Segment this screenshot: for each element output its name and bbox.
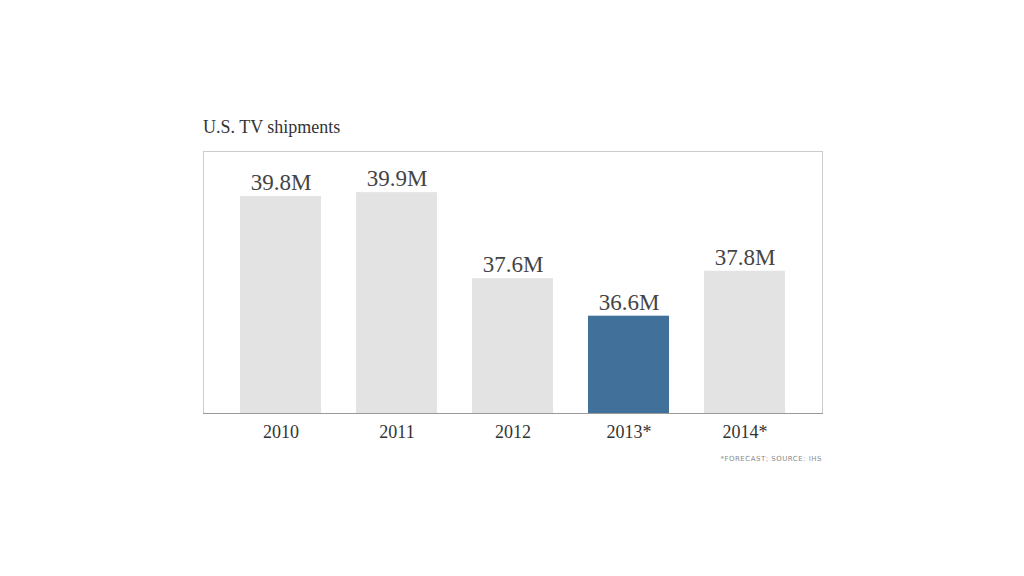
svg-text:2014*: 2014*: [723, 422, 768, 442]
html-text:U.S. TV shipments: U.S. TV shipments: [203, 117, 341, 137]
svg-text:37.8M: 37.8M: [715, 245, 776, 270]
html-text:*FORECAST; SOURCE: IHS: *FORECAST; SOURCE: IHS: [720, 455, 822, 463]
svg-text:2010: 2010: [263, 422, 299, 442]
svg-text:2011: 2011: [379, 422, 414, 442]
svg-text:2012: 2012: [495, 422, 531, 442]
svg-text:39.9M: 39.9M: [367, 166, 428, 191]
svg-text:39.8M: 39.8M: [251, 170, 312, 195]
svg-text:2013*: 2013*: [607, 422, 652, 442]
svg-text:36.6M: 36.6M: [599, 290, 660, 315]
svg-text:37.6M: 37.6M: [483, 252, 544, 277]
